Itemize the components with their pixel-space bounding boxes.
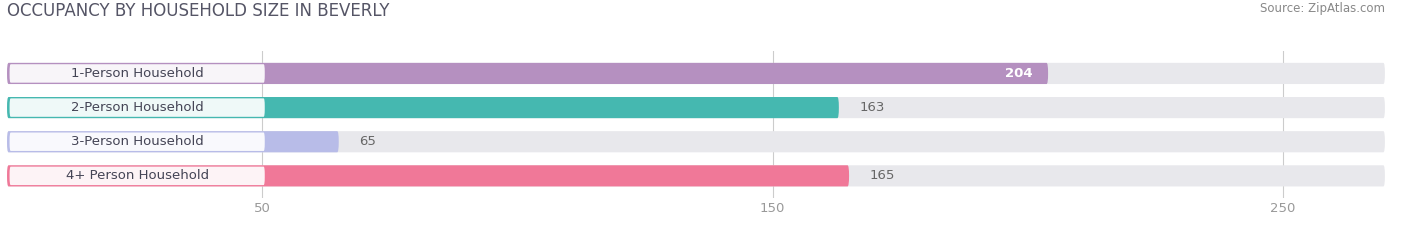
FancyBboxPatch shape bbox=[7, 131, 1385, 152]
Text: 163: 163 bbox=[859, 101, 884, 114]
FancyBboxPatch shape bbox=[7, 165, 849, 186]
Text: 165: 165 bbox=[869, 169, 894, 182]
FancyBboxPatch shape bbox=[7, 97, 839, 118]
FancyBboxPatch shape bbox=[10, 98, 264, 117]
Text: Source: ZipAtlas.com: Source: ZipAtlas.com bbox=[1260, 2, 1385, 15]
Text: 204: 204 bbox=[1005, 67, 1033, 80]
FancyBboxPatch shape bbox=[7, 97, 1385, 118]
FancyBboxPatch shape bbox=[10, 167, 264, 185]
FancyBboxPatch shape bbox=[7, 131, 339, 152]
Text: 1-Person Household: 1-Person Household bbox=[70, 67, 204, 80]
FancyBboxPatch shape bbox=[7, 165, 1385, 186]
Text: 3-Person Household: 3-Person Household bbox=[70, 135, 204, 148]
FancyBboxPatch shape bbox=[10, 64, 264, 83]
Text: 65: 65 bbox=[359, 135, 375, 148]
Text: 4+ Person Household: 4+ Person Household bbox=[66, 169, 208, 182]
FancyBboxPatch shape bbox=[10, 133, 264, 151]
Text: 2-Person Household: 2-Person Household bbox=[70, 101, 204, 114]
Text: OCCUPANCY BY HOUSEHOLD SIZE IN BEVERLY: OCCUPANCY BY HOUSEHOLD SIZE IN BEVERLY bbox=[7, 2, 389, 20]
FancyBboxPatch shape bbox=[7, 63, 1047, 84]
FancyBboxPatch shape bbox=[7, 63, 1385, 84]
